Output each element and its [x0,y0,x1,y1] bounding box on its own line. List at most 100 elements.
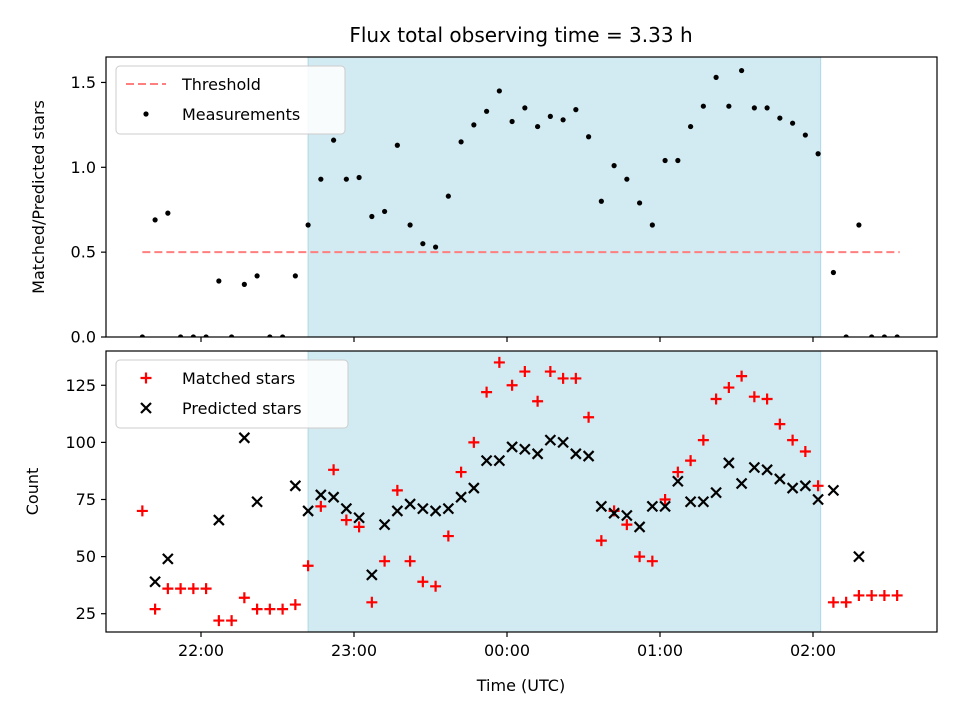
data-point [815,151,821,157]
data-point [433,244,439,250]
data-point [560,117,566,123]
data-point [787,434,799,446]
data-point [404,498,416,510]
data-point [480,454,493,467]
data-point [391,484,403,496]
data-point [429,505,442,517]
data-point [366,596,378,608]
data-point [583,411,595,423]
ratio-y-axis-title: Matched/Predicted stars [29,100,48,294]
data-point [251,496,263,508]
data-point [289,599,301,611]
data-point [366,569,378,581]
data-point [277,603,289,615]
data-point [637,200,643,206]
data-point [646,555,658,567]
data-point [442,530,454,542]
legend-label: Predicted stars [182,399,302,418]
data-point [407,222,413,228]
data-point [506,441,518,453]
data-point [761,464,773,476]
x-tick-label: 23:00 [331,641,377,660]
legend-label: Measurements [182,105,300,124]
data-point [570,372,582,384]
data-point [302,560,314,572]
data-point [672,466,684,478]
data-point [586,134,592,140]
data-point [190,334,196,337]
data-point [582,450,595,462]
legend-label: Threshold [181,75,261,94]
x-tick-label: 02:00 [790,641,836,660]
data-point [799,446,811,458]
x-tick-label: 01:00 [637,641,683,660]
data-point [595,535,607,547]
data-point [544,366,556,378]
x-tick-label: 22:00 [178,641,224,660]
data-point [774,418,786,430]
y-tick-label: 75 [76,490,96,509]
data-point [216,278,222,284]
data-point [484,108,490,114]
legend-handle [140,372,152,384]
data-point [570,448,582,460]
data-point [468,436,480,448]
data-point [723,382,735,394]
ratio-plot-area [139,67,900,337]
data-point [748,461,761,474]
data-point [843,334,849,337]
data-point [790,120,796,126]
data-point [251,603,263,615]
y-tick-label: 0.5 [71,243,96,262]
counts-y-axis-title: Count [23,468,42,516]
data-point [378,518,391,531]
data-point [700,103,706,109]
data-point [557,372,569,384]
data-point [764,105,770,111]
ratio-panel: 0.0 0.5 1.0 1.5 Matched/Predicted stars Thres… [29,56,938,347]
y-tick-label: 100 [65,433,96,452]
data-point [455,491,467,503]
data-point [289,480,302,492]
chart-title: Flux total observing time = 3.33 h [349,23,692,47]
data-point [621,509,633,522]
data-point [777,115,783,121]
counts-plot-area [136,356,903,627]
data-point [748,391,760,403]
data-point [302,505,314,517]
data-point [557,436,569,449]
data-point [356,174,362,181]
data-point [238,432,251,444]
x-tick-label: 00:00 [484,641,530,660]
counts-legend: Matched stars Predicted stars [115,359,349,429]
data-point [878,589,890,601]
data-point [812,480,824,492]
data-point [573,107,579,113]
data-point [894,334,900,337]
data-point [633,521,646,533]
data-point [149,575,161,588]
data-point [404,555,416,567]
data-point [611,163,617,169]
y-tick-label: 25 [76,604,96,623]
data-point [340,502,353,515]
data-point [328,464,340,476]
data-point [136,505,148,517]
legend-box [115,359,349,429]
legend-label: Matched stars [182,369,295,388]
data-point [891,589,903,601]
y-tick-label: 125 [65,376,96,395]
data-point [509,118,515,125]
data-point [710,393,722,405]
observing-window-shade [307,56,822,338]
data-point [353,511,365,524]
data-point [856,222,862,228]
data-point [621,519,633,531]
data-point [646,500,659,513]
data-point [774,473,786,485]
data-point [522,105,528,111]
data-point [531,448,544,460]
data-point [710,486,722,499]
data-point [659,493,671,505]
